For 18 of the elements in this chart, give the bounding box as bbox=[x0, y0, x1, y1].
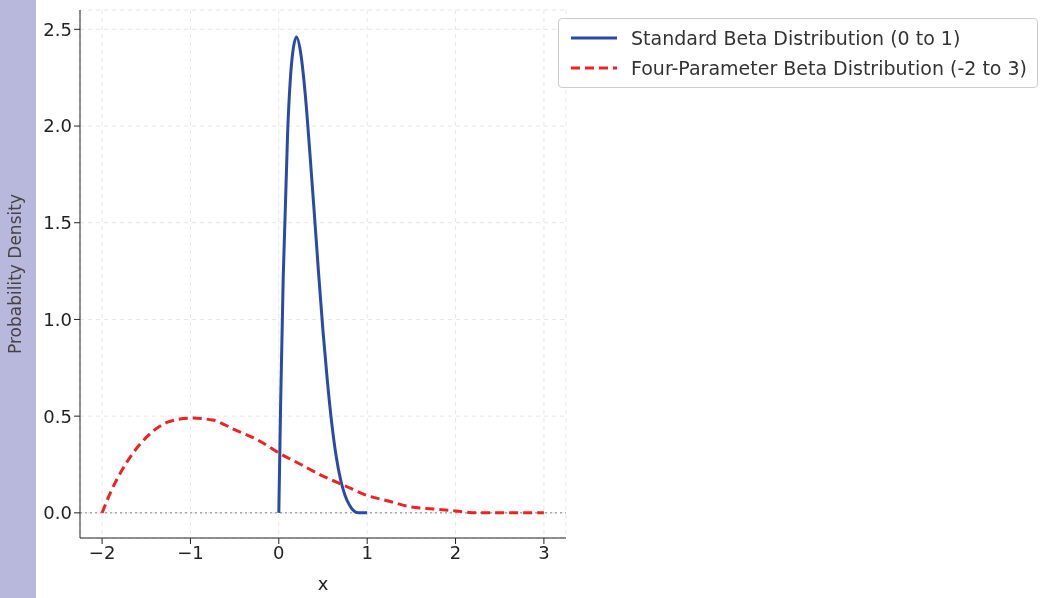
x-axis-title: x bbox=[317, 573, 329, 594]
line-series bbox=[277, 35, 369, 515]
y-tick-label: 0.0 bbox=[43, 502, 72, 524]
legend-label: Four-Parameter Beta Distribution (-2 to 3) bbox=[630, 56, 1027, 81]
x-tick-label: 3 bbox=[538, 541, 550, 563]
y-tick-label: 2.5 bbox=[43, 18, 72, 40]
x-tick-label: −2 bbox=[88, 541, 116, 563]
x-tick-label: 1 bbox=[361, 541, 373, 563]
y-tick-label: 0.5 bbox=[43, 405, 72, 427]
y-tick-label: 2.0 bbox=[43, 115, 72, 137]
x-tick-label: 0 bbox=[273, 541, 285, 563]
legend-label: Standard Beta Distribution (0 to 1) bbox=[630, 26, 961, 51]
y-tick-label: 1.0 bbox=[43, 308, 72, 330]
y-tick-label: 1.5 bbox=[43, 212, 72, 234]
x-tick-label: −1 bbox=[177, 541, 204, 563]
x-tick-label: 2 bbox=[449, 541, 462, 563]
y-axis-title: Probability Density bbox=[5, 194, 26, 354]
line-series bbox=[100, 416, 546, 515]
